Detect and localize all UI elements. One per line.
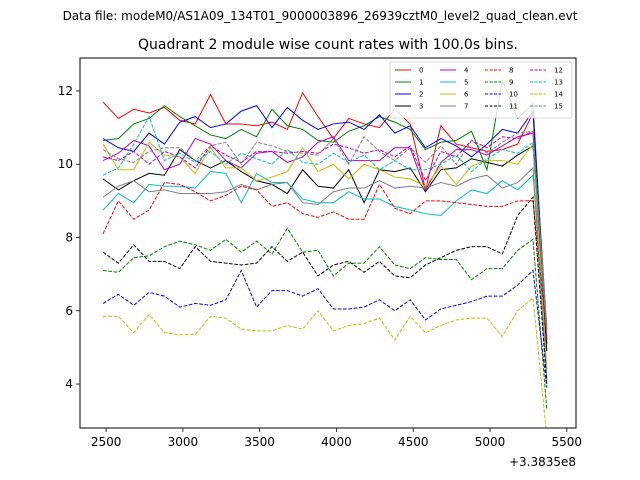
legend-label-15: 15 — [554, 103, 563, 111]
legend-label-8: 8 — [509, 67, 513, 75]
x-axis: 2500 3000 3500 4000 4500 5000 5500 — [91, 428, 582, 449]
figure-suptitle: Data file: modeM0/AS1A09_134T01_90000038… — [63, 9, 578, 23]
y-tick-label: 12 — [58, 84, 73, 98]
series-line-10 — [102, 269, 548, 388]
y-tick-label: 8 — [65, 231, 73, 245]
series-line-7 — [102, 166, 548, 381]
legend-label-0: 0 — [419, 67, 423, 75]
x-tick-label: 4500 — [398, 435, 429, 449]
x-tick-label: 3000 — [168, 435, 199, 449]
x-tick-label: 2500 — [91, 435, 122, 449]
series-line-13 — [102, 115, 548, 326]
legend-label-11: 11 — [509, 103, 518, 111]
legend-label-9: 9 — [509, 79, 513, 87]
legend-label-6: 6 — [464, 91, 469, 99]
legend-box — [389, 61, 573, 119]
y-tick-label: 6 — [65, 304, 73, 318]
y-axis: 4 6 8 10 12 — [58, 84, 80, 391]
legend-label-14: 14 — [554, 91, 563, 99]
x-tick-label: 5500 — [552, 435, 583, 449]
series-line-4 — [102, 132, 548, 341]
series-line-5 — [102, 171, 548, 330]
legend-label-7: 7 — [464, 103, 468, 111]
x-offset-label: +3.3835e8 — [509, 455, 576, 469]
legend-label-3: 3 — [419, 103, 423, 111]
series-line-14 — [103, 296, 547, 428]
x-tick-label: 4000 — [321, 435, 352, 449]
legend-label-2: 2 — [419, 91, 423, 99]
x-tick-label: 5000 — [475, 435, 506, 449]
legend-label-1: 1 — [419, 79, 423, 87]
series-line-8 — [102, 182, 548, 337]
legend-label-10: 10 — [509, 91, 518, 99]
series-line-1 — [102, 78, 548, 341]
series-line-11 — [102, 195, 548, 385]
series-line-0 — [102, 91, 548, 330]
series-layer — [102, 78, 548, 428]
legend-label-4: 4 — [464, 67, 469, 75]
series-line-3 — [102, 145, 548, 352]
y-tick-label: 4 — [65, 377, 73, 391]
series-line-6 — [102, 141, 548, 370]
series-line-2 — [102, 105, 548, 344]
legend-label-12: 12 — [554, 67, 563, 75]
legend-label-13: 13 — [554, 79, 563, 87]
x-tick-label: 3500 — [244, 435, 275, 449]
axes-frame — [79, 57, 577, 429]
chart-title: Quadrant 2 module wise count rates with … — [138, 37, 518, 53]
y-tick-label: 10 — [58, 157, 73, 171]
series-line-12 — [102, 130, 548, 337]
legend-label-5: 5 — [464, 79, 468, 87]
series-line-15 — [102, 130, 548, 333]
